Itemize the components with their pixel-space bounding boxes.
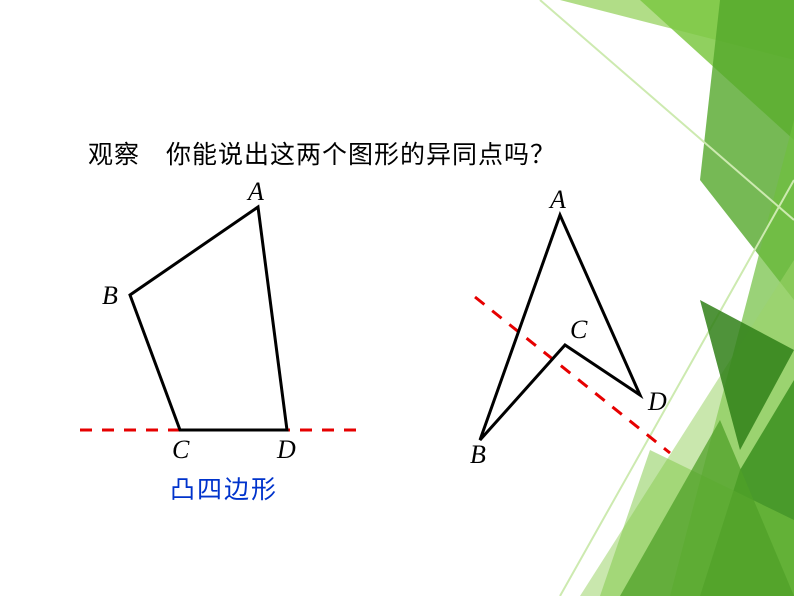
fig2-label-d: D [648, 387, 667, 417]
diagrams-container: A B C D A B C D 凸四边形 [80, 195, 710, 505]
fig1-quadrilateral [130, 207, 287, 430]
fig1-label-b: B [102, 281, 118, 311]
fig1-label-d: D [277, 435, 296, 465]
fig1-label-a: A [248, 177, 264, 207]
fig1-label-c: C [172, 435, 189, 465]
fig2-label-b: B [470, 440, 486, 470]
question-text: 观察 你能说出这两个图形的异同点吗？ [88, 135, 714, 171]
fig2-label-c: C [570, 315, 587, 345]
fig2-quadrilateral [480, 215, 640, 440]
fig1-caption: 凸四边形 [170, 470, 278, 506]
fig2-label-a: A [550, 185, 566, 215]
